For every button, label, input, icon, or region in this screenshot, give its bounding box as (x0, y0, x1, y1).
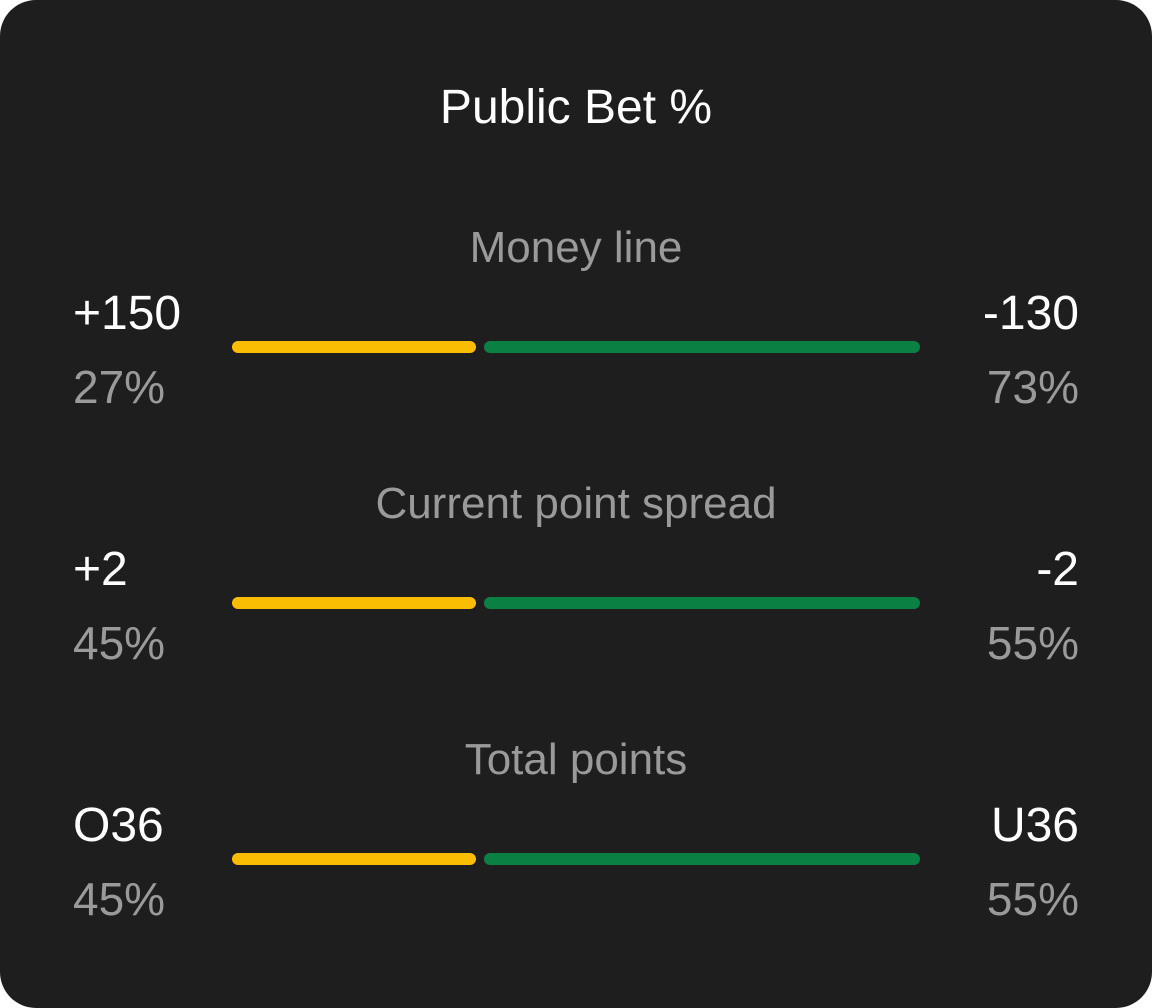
right-odds: -2 (1036, 543, 1079, 596)
right-bar-segment (484, 341, 920, 353)
right-percentage: 55% (986, 617, 1079, 669)
bet-split-bar (232, 853, 920, 865)
right-odds: -130 (982, 287, 1079, 340)
left-bar-segment (232, 341, 476, 353)
left-odds: O36 (73, 799, 164, 852)
right-bar-segment (484, 853, 920, 865)
left-odds: +2 (73, 543, 128, 596)
section-total-points: Total points O36 U36 45% 55% (0, 734, 1152, 934)
bet-split-bar (232, 341, 920, 353)
card-title: Public Bet % (439, 81, 713, 134)
right-bar-segment (484, 597, 920, 609)
left-percentage: 45% (73, 873, 166, 925)
section-money-line: Money line +150 -130 27% 73% (0, 222, 1152, 422)
section-label: Money line (469, 223, 683, 272)
section-point-spread: Current point spread +2 -2 45% 55% (0, 478, 1152, 678)
left-percentage: 45% (73, 617, 166, 669)
right-percentage: 73% (986, 361, 1079, 413)
left-percentage: 27% (73, 361, 166, 413)
left-odds: +150 (73, 287, 182, 340)
right-percentage: 55% (986, 873, 1079, 925)
bet-split-bar (232, 597, 920, 609)
left-bar-segment (232, 853, 476, 865)
right-odds: U36 (990, 799, 1079, 852)
left-bar-segment (232, 597, 476, 609)
section-label: Current point spread (375, 479, 777, 528)
section-label: Total points (464, 735, 688, 784)
